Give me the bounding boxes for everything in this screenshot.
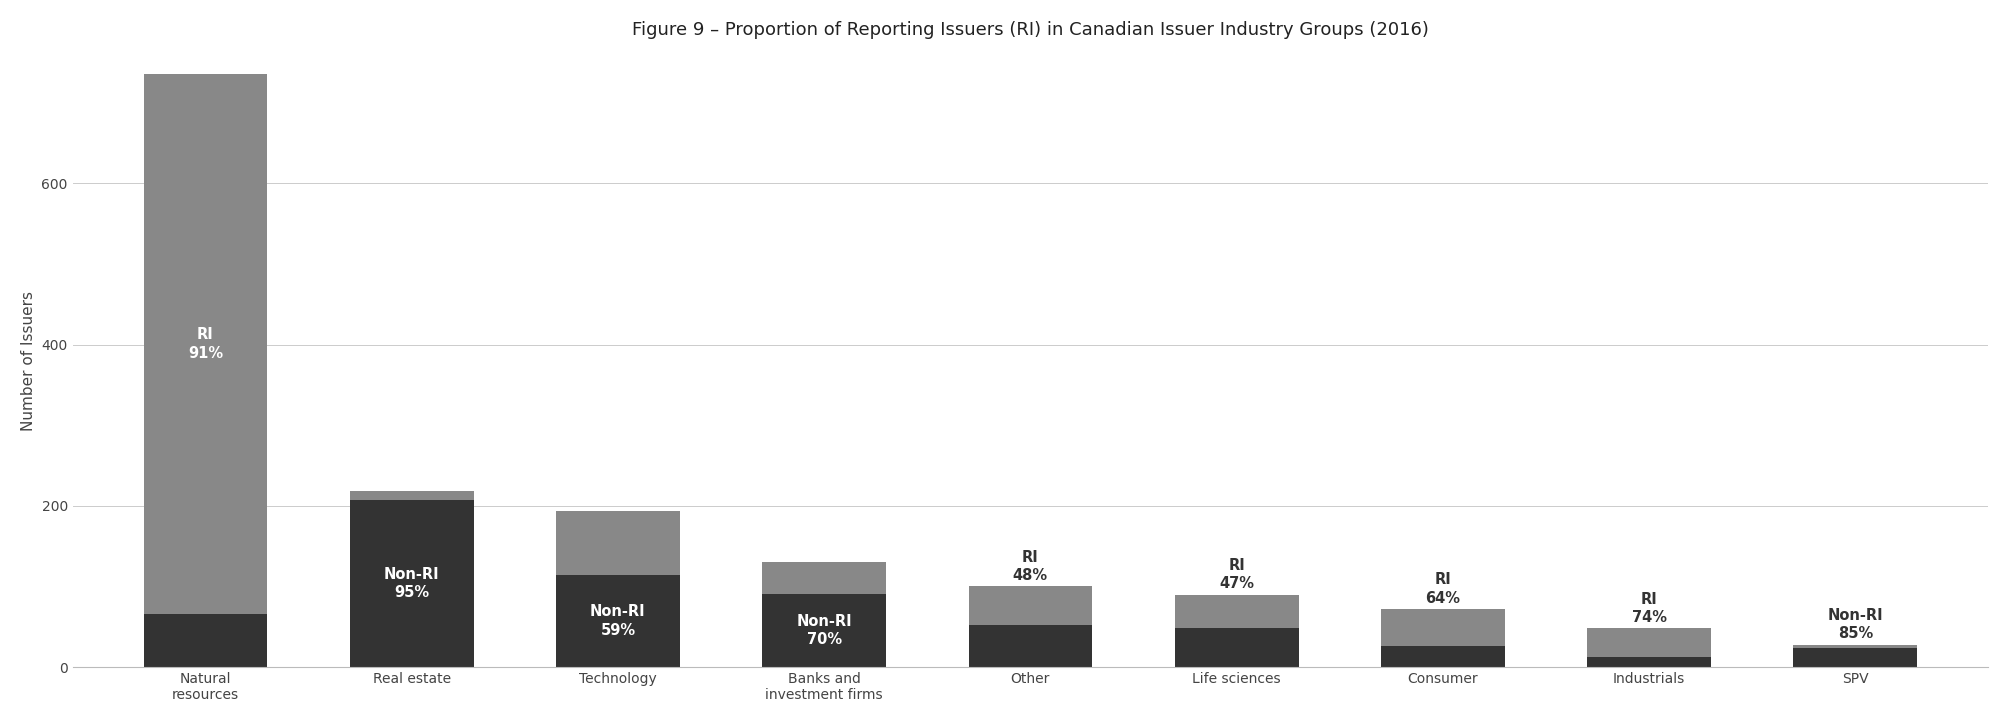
Bar — [556, 576, 679, 667]
Bar — [968, 586, 1093, 625]
Text: Non-RI
85%: Non-RI 85% — [1828, 608, 1882, 641]
Bar — [1380, 609, 1505, 646]
Bar — [350, 500, 474, 667]
Bar — [1587, 657, 1712, 667]
Text: RI
47%: RI 47% — [1219, 557, 1254, 591]
Bar — [1175, 594, 1298, 628]
Text: Non-RI
59%: Non-RI 59% — [591, 604, 645, 638]
Text: RI
91%: RI 91% — [189, 328, 223, 361]
Bar — [761, 562, 886, 594]
Bar — [556, 511, 679, 576]
Text: RI
74%: RI 74% — [1631, 591, 1667, 625]
Y-axis label: Number of Issuers: Number of Issuers — [20, 291, 36, 431]
Bar — [1380, 646, 1505, 667]
Bar — [761, 594, 886, 667]
Bar — [1587, 628, 1712, 657]
Bar — [1175, 628, 1298, 667]
Text: Non-RI
70%: Non-RI 70% — [796, 614, 852, 647]
Bar — [143, 74, 267, 614]
Text: RI
64%: RI 64% — [1424, 572, 1461, 606]
Bar — [1794, 644, 1917, 648]
Text: Non-RI
95%: Non-RI 95% — [384, 567, 440, 600]
Bar — [1794, 648, 1917, 667]
Bar — [350, 492, 474, 500]
Text: RI
48%: RI 48% — [1013, 549, 1049, 583]
Bar — [143, 614, 267, 667]
Bar — [968, 625, 1093, 667]
Title: Figure 9 – Proportion of Reporting Issuers (RI) in Canadian Issuer Industry Grou: Figure 9 – Proportion of Reporting Issue… — [633, 21, 1428, 39]
